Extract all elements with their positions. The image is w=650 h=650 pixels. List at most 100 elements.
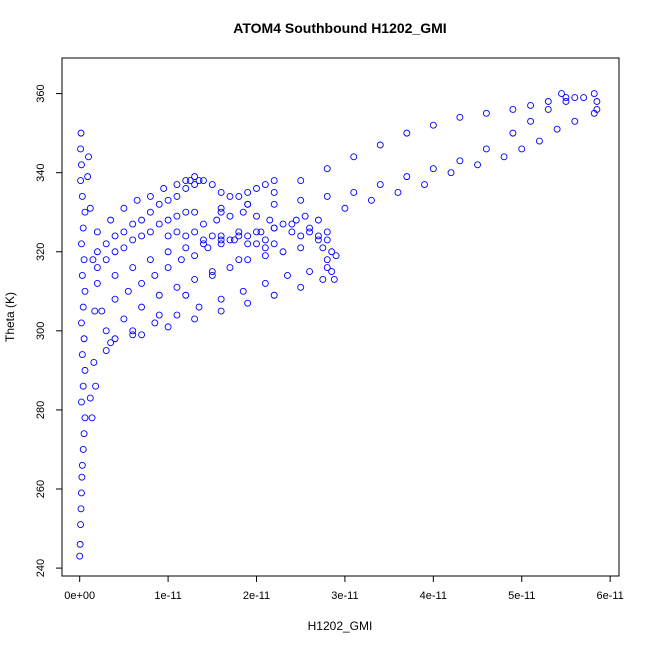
data-point	[79, 303, 87, 311]
data-point	[81, 414, 89, 422]
data-point	[93, 264, 101, 272]
data-point	[593, 98, 601, 105]
data-point	[270, 177, 278, 185]
data-point	[323, 264, 331, 272]
data-point	[421, 181, 428, 188]
data-point	[77, 505, 85, 513]
y-axis: 240 260 280 300 320 340 360	[35, 84, 62, 577]
data-point	[173, 283, 181, 291]
data-point	[253, 240, 260, 248]
data-point	[78, 272, 86, 279]
data-point	[200, 177, 207, 185]
data-point	[332, 252, 340, 260]
data-point	[394, 188, 402, 196]
data-point	[191, 252, 199, 260]
data-point	[111, 232, 119, 240]
data-point	[191, 275, 199, 283]
data-point	[500, 153, 508, 161]
data-point	[111, 272, 119, 279]
data-point	[261, 252, 269, 260]
data-point	[138, 232, 146, 240]
data-point	[270, 224, 278, 232]
data-point	[253, 185, 260, 192]
data-point	[447, 169, 455, 177]
data-point	[93, 279, 101, 287]
data-point	[535, 137, 543, 145]
data-point	[133, 196, 141, 204]
data-point	[527, 117, 535, 125]
x-tick-label: 4e-11	[420, 590, 447, 602]
data-point	[261, 181, 269, 188]
data-point	[235, 256, 243, 264]
data-point	[107, 339, 115, 347]
data-point	[90, 359, 98, 366]
data-point	[226, 236, 234, 244]
data-point	[129, 220, 137, 228]
data-point	[544, 98, 552, 105]
data-point	[226, 192, 234, 200]
data-point	[297, 232, 305, 240]
data-point	[208, 272, 216, 279]
data-point	[78, 351, 86, 359]
data-point	[429, 121, 437, 129]
data-point	[323, 228, 331, 236]
data-point	[146, 208, 154, 216]
data-point	[164, 196, 172, 204]
y-tick-label: 260	[35, 480, 47, 498]
data-point	[182, 232, 190, 240]
data-point	[151, 272, 159, 279]
x-tick-label: 1e-11	[154, 590, 181, 602]
data-point	[120, 244, 128, 252]
data-point	[182, 177, 190, 185]
data-point	[85, 153, 92, 161]
data-point	[155, 311, 163, 319]
data-point	[509, 105, 517, 113]
data-point	[173, 212, 181, 220]
data-point	[155, 220, 163, 228]
data-point	[482, 145, 490, 153]
y-tick-label: 340	[35, 163, 47, 181]
data-point	[288, 220, 296, 228]
data-point	[314, 232, 322, 240]
data-point	[244, 299, 252, 307]
data-point	[164, 216, 172, 224]
data-point	[323, 256, 331, 264]
data-point	[120, 228, 128, 236]
x-axis-label: H1202_GMI	[308, 619, 373, 633]
x-axis: 0e+00 1e-11 2e-11 3e-11 4e-11 5e-11 6e-11	[64, 576, 624, 602]
data-point	[226, 264, 234, 272]
data-point	[102, 256, 110, 264]
data-point	[204, 244, 212, 252]
data-point	[164, 323, 172, 331]
data-point	[155, 291, 163, 299]
data-point	[330, 275, 338, 283]
data-point	[284, 272, 291, 279]
data-point	[239, 287, 247, 295]
y-tick-label: 360	[35, 84, 47, 102]
data-point	[78, 319, 85, 327]
data-point	[429, 165, 437, 173]
y-axis-label: Theta (K)	[3, 292, 17, 342]
data-point	[78, 161, 85, 169]
data-point	[173, 181, 181, 188]
data-point	[151, 319, 159, 327]
data-point	[80, 335, 88, 343]
data-point	[456, 113, 464, 121]
data-point	[78, 461, 86, 469]
data-point	[367, 196, 375, 204]
data-point	[120, 204, 128, 212]
x-tick-label: 0e+00	[64, 590, 95, 602]
data-point	[217, 307, 225, 315]
data-point	[297, 244, 305, 252]
data-point	[102, 327, 110, 335]
data-point	[288, 228, 296, 236]
data-point	[553, 125, 561, 133]
data-point	[319, 275, 327, 283]
data-point	[146, 192, 154, 200]
data-point	[80, 256, 88, 264]
data-point	[279, 248, 287, 256]
data-point	[244, 200, 252, 208]
data-point	[253, 212, 260, 220]
data-point	[244, 240, 252, 248]
data-point	[239, 208, 247, 216]
